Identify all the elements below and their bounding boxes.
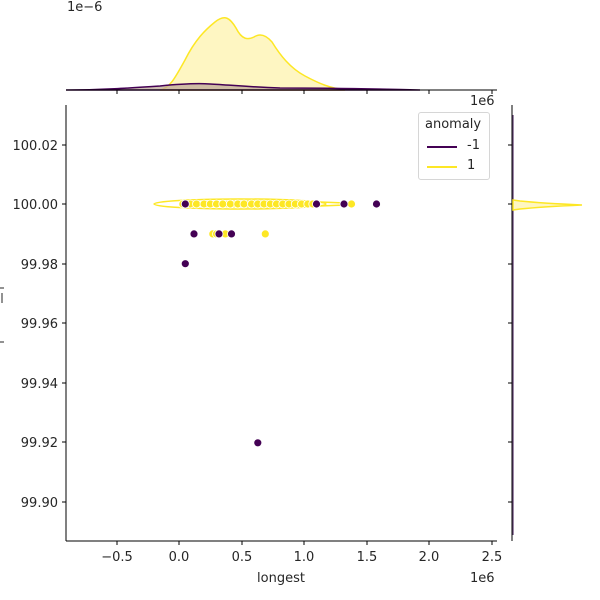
kde-yellow-top — [159, 17, 346, 91]
top-marginal-density-offset: 1e−6 — [67, 0, 102, 15]
y-ticks: 100.02 100.00 99.98 99.96 99.94 99.92 99… — [13, 139, 66, 511]
y-tick-label: 100.00 — [13, 198, 59, 213]
y-tick-label: 99.94 — [21, 377, 58, 392]
x-ticks: −0.5 0.0 0.5 1.0 1.5 2.0 2.5 — [101, 541, 502, 565]
scatter-point — [214, 229, 224, 239]
top-marginal-kde: 1e−6 1e6 — [65, 0, 497, 109]
scatter-point — [339, 199, 349, 209]
scatter-point — [347, 199, 356, 209]
scatter-point — [260, 229, 270, 239]
legend-swatch-purple — [427, 146, 457, 148]
y-tick-label: 100.02 — [13, 139, 59, 154]
x-tick-label: 1.0 — [294, 550, 315, 565]
x-tick-label: 2.5 — [482, 550, 503, 565]
x-tick-label: 0.0 — [169, 550, 190, 565]
legend-entry-anomaly-neg1: -1 — [427, 138, 487, 155]
kde-yellow-right — [512, 199, 583, 211]
x-axis-offset-label: 1e6 — [470, 571, 495, 586]
x-axis-label: longest — [257, 571, 305, 586]
scatter-point — [189, 229, 199, 239]
scatter-point — [253, 438, 263, 448]
scatter-point — [312, 199, 321, 209]
top-marginal-x-offset: 1e6 — [470, 94, 495, 109]
x-tick-label: 1.5 — [357, 550, 378, 565]
scatter-point — [180, 259, 190, 269]
legend: anomaly -1 1 — [418, 112, 490, 180]
main-plot: 100.02 100.00 99.98 99.96 99.94 99.92 99… — [0, 105, 502, 586]
legend-label: -1 — [467, 138, 480, 153]
scatter-point — [225, 199, 235, 209]
legend-entry-anomaly-1: 1 — [427, 158, 487, 175]
scatter-points — [178, 199, 381, 448]
y-tick-label: 99.90 — [21, 496, 58, 511]
y-tick-label: 99.98 — [21, 258, 58, 273]
y-tick-label: 99.92 — [21, 436, 58, 451]
legend-swatch-yellow — [427, 166, 457, 168]
right-marginal-kde — [508, 105, 583, 541]
y-axis-label-clipped — [0, 287, 4, 343]
scatter-point — [218, 199, 228, 209]
x-tick-label: −0.5 — [101, 550, 133, 565]
scatter-point — [180, 199, 190, 209]
scatter-point — [239, 199, 249, 209]
x-tick-label: 0.5 — [232, 550, 253, 565]
scatter-point — [227, 229, 236, 239]
x-tick-label: 2.0 — [419, 550, 440, 565]
y-tick-label: 99.96 — [21, 317, 58, 332]
legend-title: anomaly — [425, 117, 482, 132]
kde-purple-top — [65, 82, 421, 91]
legend-label: 1 — [467, 158, 476, 173]
scatter-point — [372, 199, 381, 209]
scatter-point — [192, 199, 201, 209]
